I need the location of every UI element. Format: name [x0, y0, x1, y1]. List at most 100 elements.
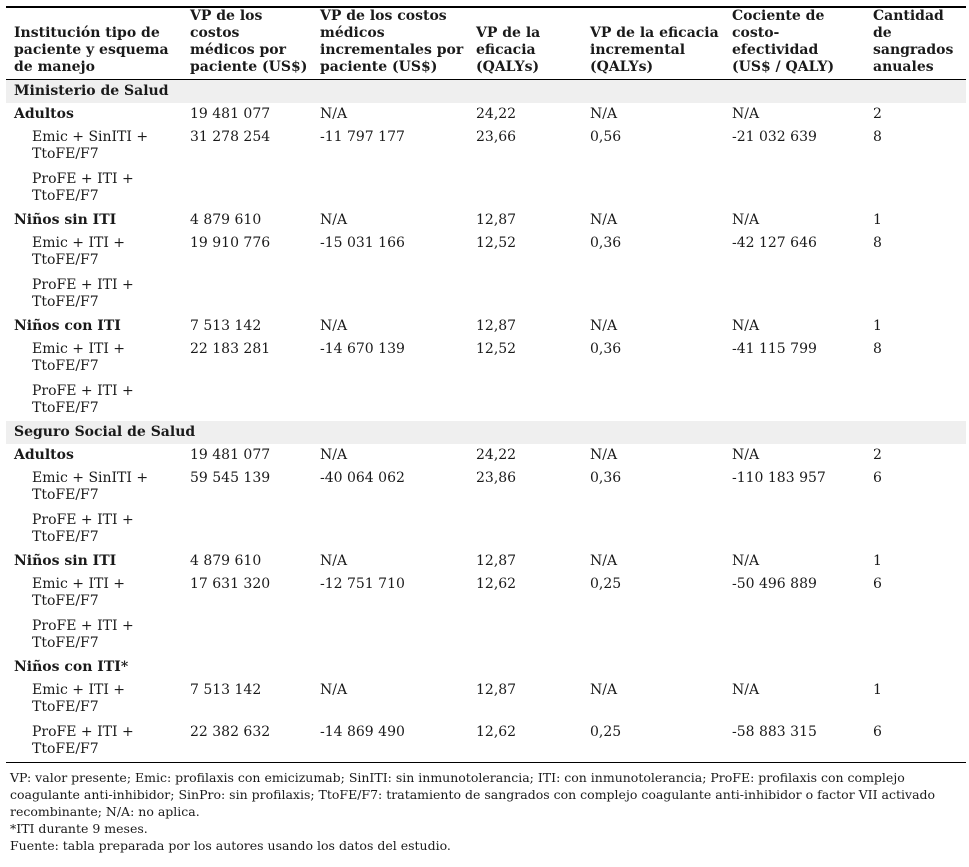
column-header: VP de la eficacia incremental (QALYs): [590, 25, 719, 75]
table-cell: [865, 614, 966, 656]
column-header: VP de los costos médicos por paciente (U…: [190, 8, 308, 75]
table-cell: 19 481 077: [190, 106, 271, 122]
scheme-label: ProFE + ITI + TtoFE/F7: [32, 171, 134, 204]
table-cell: [582, 656, 724, 678]
table-cell: 17 631 320: [190, 576, 271, 592]
table-cell: -21 032 639: [732, 129, 817, 145]
table-row: ProFE + ITI + TtoFE/F7: [6, 167, 966, 209]
table-cell: -40 064 062: [320, 470, 405, 486]
group-label: Niños con ITI*: [14, 659, 129, 675]
table-cell: -58 883 315: [732, 724, 817, 740]
table-cell: -14 670 139: [320, 341, 405, 357]
table-cell: 1: [873, 318, 882, 334]
table-cell: 8: [873, 235, 882, 251]
table-cell: 12,62: [476, 724, 517, 740]
table-cell: 1: [873, 553, 882, 569]
table-row: ProFE + ITI + TtoFE/F7: [6, 273, 966, 315]
table-cell: [468, 614, 582, 656]
table-cell: 0,36: [590, 341, 622, 357]
table-cell: [724, 508, 865, 550]
table-cell: 24,22: [476, 447, 517, 463]
table-row: ProFE + ITI + TtoFE/F7: [6, 379, 966, 421]
group-row: Niños con ITI 7 513 142 N/A 12,87 N/A N/A 1: [6, 315, 966, 337]
table-body: Ministerio de Salud Adultos 19 481 077 N/A 2…: [6, 79, 966, 763]
column-header: VP de la eficacia (QALYs): [476, 25, 541, 75]
abbreviations-note: VP: valor presente; Emic: profilaxis con…: [10, 770, 936, 819]
table-cell: [724, 167, 865, 209]
table-cell: 4 879 610: [190, 212, 262, 228]
source-note: Fuente: tabla preparada por los autores …: [10, 838, 451, 853]
table-cell: [182, 167, 312, 209]
table-cell: N/A: [320, 106, 348, 122]
group-label: Adultos: [14, 106, 74, 122]
scheme-label: ProFE + ITI + TtoFE/F7: [32, 724, 134, 757]
table-cell: [182, 379, 312, 421]
group-row: Adultos 19 481 077 N/A 24,22 N/A N/A 2: [6, 444, 966, 466]
table-cell: [582, 614, 724, 656]
scheme-label: ProFE + ITI + TtoFE/F7: [32, 618, 134, 651]
table-cell: 22 382 632: [190, 724, 271, 740]
table-cell: N/A: [590, 682, 618, 698]
column-header: Cantidad de sangrados anuales: [873, 8, 954, 75]
table-cell: [312, 656, 468, 678]
table-cell: 22 183 281: [190, 341, 271, 357]
scheme-label: ProFE + ITI + TtoFE/F7: [32, 512, 134, 545]
group-row: Niños con ITI*: [6, 656, 966, 678]
table-cell: N/A: [590, 318, 618, 334]
table-cell: 0,25: [590, 576, 622, 592]
table-cell: [312, 167, 468, 209]
scheme-label: Emic + ITI + TtoFE/F7: [32, 576, 126, 609]
table-cell: [182, 273, 312, 315]
table-cell: [468, 167, 582, 209]
table-cell: [582, 273, 724, 315]
table-cell: -41 115 799: [732, 341, 817, 357]
scheme-label: ProFE + ITI + TtoFE/F7: [32, 383, 134, 416]
table-row: ProFE + ITI + TtoFE/F7 22 382 632 -14 869 …: [6, 720, 966, 763]
header-row: Institución tipo de paciente y esquema d…: [6, 7, 966, 80]
group-row: Niños sin ITI 4 879 610 N/A 12,87 N/A N/A 1: [6, 550, 966, 572]
table-cell: 59 545 139: [190, 470, 271, 486]
group-label: Niños sin ITI: [14, 212, 117, 228]
table-row: Emic + ITI + TtoFE/F7 17 631 320 -12 751 7…: [6, 572, 966, 614]
table-notes: VP: valor presente; Emic: profilaxis con…: [6, 769, 966, 854]
table-cell: N/A: [320, 212, 348, 228]
group-row: Adultos 19 481 077 N/A 24,22 N/A N/A 2: [6, 103, 966, 125]
table-cell: 1: [873, 212, 882, 228]
table-cell: 12,62: [476, 576, 517, 592]
table-cell: -15 031 166: [320, 235, 405, 251]
table-cell: [312, 508, 468, 550]
table-cell: [312, 273, 468, 315]
table-cell: N/A: [590, 447, 618, 463]
table-cell: N/A: [590, 553, 618, 569]
table-cell: [582, 508, 724, 550]
table-cell: -42 127 646: [732, 235, 817, 251]
table-cell: 0,36: [590, 235, 622, 251]
table-cell: [865, 656, 966, 678]
table-cell: 31 278 254: [190, 129, 271, 145]
table-cell: 0,25: [590, 724, 622, 740]
table-cell: 0,56: [590, 129, 622, 145]
table-cell: [182, 656, 312, 678]
column-header: Cociente de costo- efectividad (US$ / QA…: [732, 8, 835, 75]
scheme-label: Emic + ITI + TtoFE/F7: [32, 341, 126, 374]
table-cell: [865, 273, 966, 315]
table-cell: 6: [873, 470, 882, 486]
table-cell: [582, 167, 724, 209]
table-cell: 12,52: [476, 341, 517, 357]
table-cell: -12 751 710: [320, 576, 405, 592]
table-cell: 1: [873, 682, 882, 698]
table-cell: 4 879 610: [190, 553, 262, 569]
table-cell: N/A: [590, 106, 618, 122]
section-title: Seguro Social de Salud: [6, 421, 966, 444]
scheme-label: Emic + SinITI + TtoFE/F7: [32, 129, 149, 162]
group-label: Adultos: [14, 447, 74, 463]
column-header: VP de los costos médicos incrementales p…: [320, 8, 464, 75]
table-cell: 2: [873, 447, 882, 463]
table-cell: [724, 273, 865, 315]
table-cell: 7 513 142: [190, 682, 262, 698]
table-cell: [582, 379, 724, 421]
table-row: ProFE + ITI + TtoFE/F7: [6, 614, 966, 656]
table-row: Emic + SinITI + TtoFE/F7 59 545 139 -40 06…: [6, 466, 966, 508]
section-title: Ministerio de Salud: [6, 79, 966, 103]
scheme-label: Emic + ITI + TtoFE/F7: [32, 235, 126, 268]
